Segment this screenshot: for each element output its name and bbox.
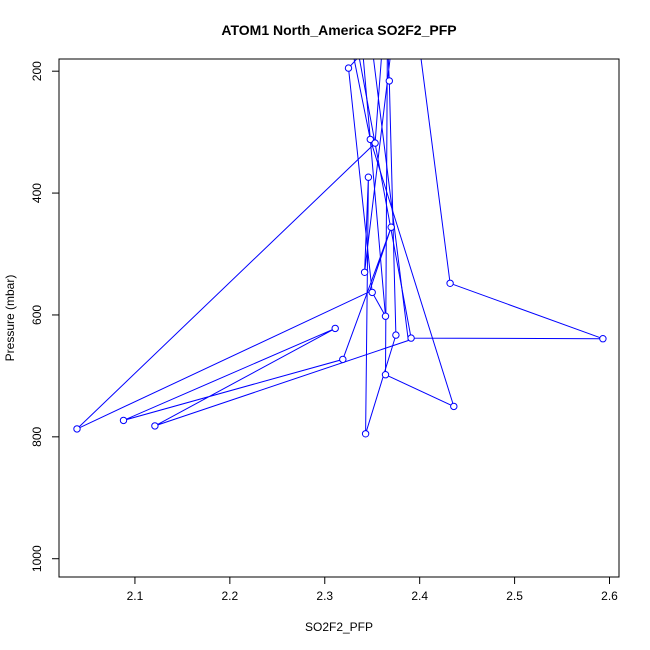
data-point (450, 402, 458, 411)
y-axis-label: Pressure (mbar) (3, 275, 17, 362)
data-point (368, 288, 376, 297)
data-point (385, 77, 393, 85)
y-tick-label: 400 (30, 183, 44, 203)
series-line-5 (76, 59, 409, 430)
data-point (151, 422, 159, 430)
plot-frame (58, 58, 620, 578)
x-tick-label: 2.4 (411, 589, 428, 603)
y-tick-label: 200 (30, 61, 44, 81)
x-tick-label: 2.5 (506, 589, 523, 603)
y-tick-label: 800 (30, 427, 44, 447)
x-tick-label: 2.1 (127, 589, 144, 603)
chart-title: ATOM1 North_America SO2F2_PFP (221, 22, 456, 38)
data-point (339, 355, 347, 364)
series-layer (76, 59, 604, 434)
data-point (446, 279, 454, 287)
data-point (331, 324, 339, 333)
data-point (381, 371, 390, 379)
data-point (344, 64, 353, 72)
data-point (371, 139, 379, 147)
data-point (361, 430, 370, 438)
data-point (119, 416, 128, 425)
y-axis: 200 400 600 800 1000 (30, 61, 59, 572)
series-line-3 (364, 59, 397, 434)
series-line-1 (358, 59, 604, 340)
data-point (599, 335, 607, 343)
x-axis-label: SO2F2_PFP (305, 620, 373, 634)
data-point (360, 268, 369, 276)
data-point (73, 425, 81, 433)
data-point (407, 334, 415, 342)
points-layer (73, 64, 607, 438)
y-tick-label: 1000 (30, 545, 44, 572)
x-tick-label: 2.6 (601, 589, 618, 603)
x-tick-label: 2.2 (222, 589, 239, 603)
data-point (366, 135, 374, 144)
data-point (381, 312, 390, 320)
x-tick-label: 2.3 (316, 589, 333, 603)
data-point (387, 223, 395, 231)
data-point (392, 331, 400, 339)
y-tick-label: 600 (30, 305, 44, 325)
x-axis: 2.1 2.2 2.3 2.4 2.5 2.6 (127, 577, 618, 603)
data-point (364, 173, 373, 181)
